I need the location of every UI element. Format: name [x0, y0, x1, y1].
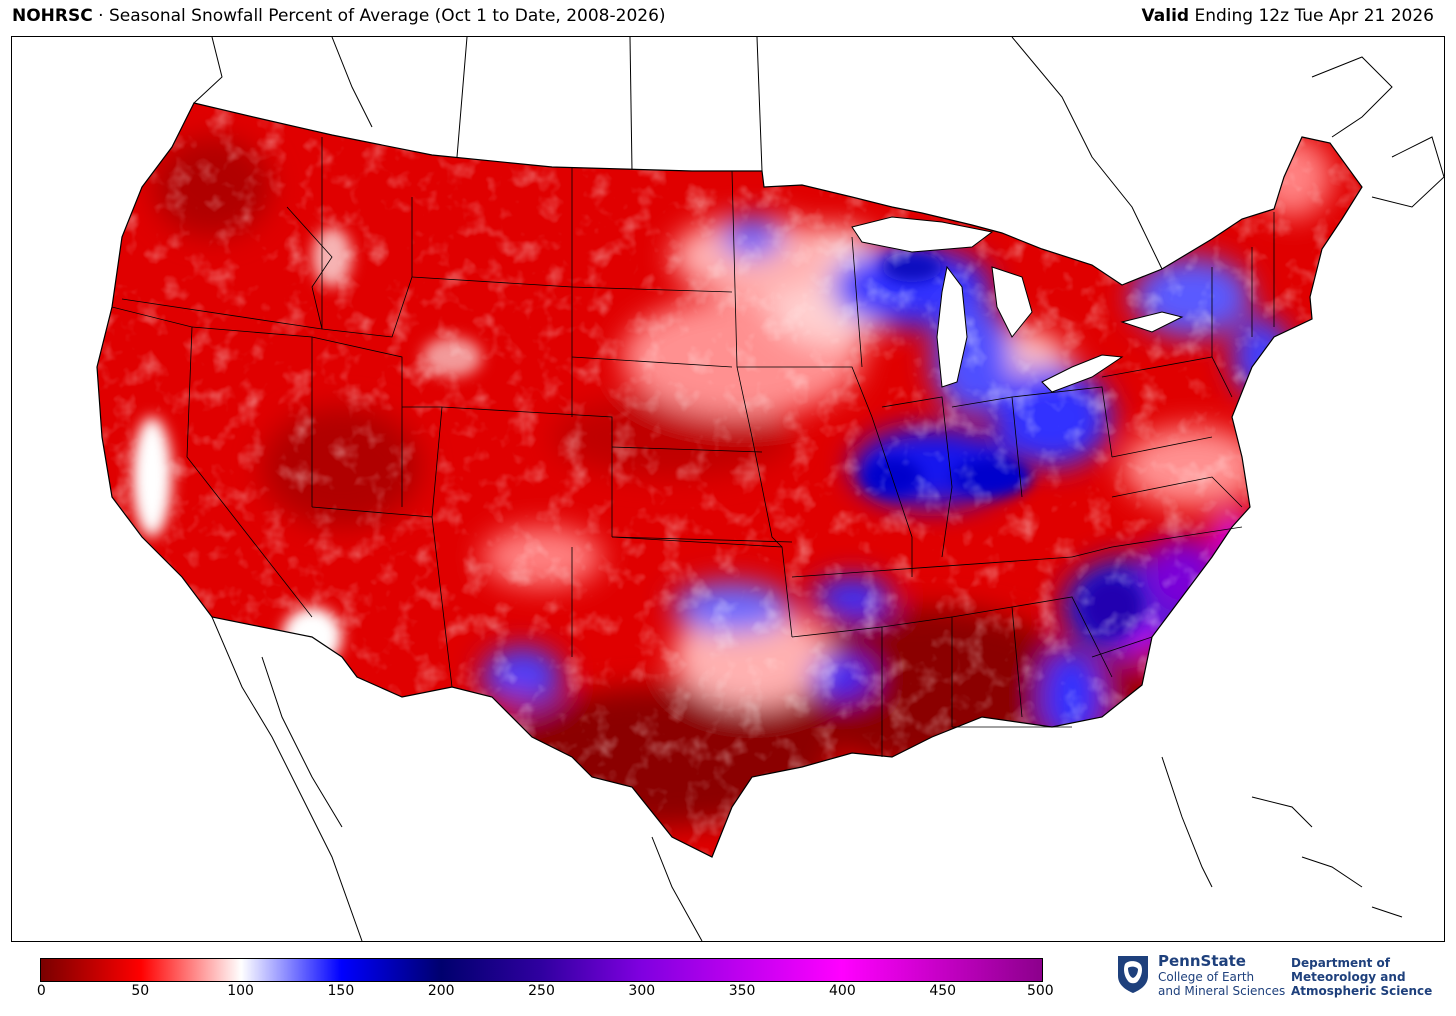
department-name: Department of Meteorology and Atmospheri…	[1291, 956, 1432, 998]
valid-time: Valid Ending 12z Tue Apr 21 2026	[1142, 6, 1434, 26]
colorbar-tick: 450	[929, 983, 957, 999]
psu-name: PennState	[1158, 952, 1246, 970]
colorbar-tick: 350	[728, 983, 756, 999]
colorbar-tick: 0	[36, 983, 46, 999]
title-text: Seasonal Snowfall Percent of Average (Oc…	[108, 6, 666, 26]
us-outline	[96, 102, 1363, 858]
colorbar-tick: 500	[1026, 983, 1054, 999]
dept-line3: Atmospheric Science	[1291, 984, 1433, 998]
colorbar-tick: 200	[427, 983, 455, 999]
colorbar-tick: 50	[131, 983, 150, 999]
psu-college: College of Earth and Mineral Sciences	[1158, 970, 1285, 998]
colorbar-tick: 150	[327, 983, 355, 999]
dept-line2: Meteorology and	[1291, 970, 1406, 984]
map-title: NOHRSC · Seasonal Snowfall Percent of Av…	[12, 6, 666, 26]
psu-college-line1: College of Earth	[1158, 970, 1255, 984]
snowfall-field	[97, 103, 1362, 857]
colorbar	[40, 958, 1043, 982]
pennstate-logo: PennState College of Earth and Mineral S…	[1116, 952, 1446, 1006]
org-name: NOHRSC	[12, 6, 93, 26]
title-separator: ·	[98, 6, 104, 26]
colorbar-tick: 100	[227, 983, 254, 999]
nittany-lion-shield-icon	[1118, 956, 1148, 993]
map-canvas	[96, 37, 1444, 941]
map-header: NOHRSC · Seasonal Snowfall Percent of Av…	[12, 6, 1434, 32]
colorbar-tick: 400	[829, 983, 856, 999]
colorbar-tick: 300	[628, 983, 656, 999]
valid-text: Ending 12z Tue Apr 21 2026	[1194, 6, 1434, 26]
colorbar-gradient	[41, 959, 1042, 981]
neighbor-outlines	[193, 37, 1444, 941]
colorbar-tick: 250	[528, 983, 555, 999]
state-borders	[111, 137, 1275, 757]
psu-college-line2: and Mineral Sciences	[1158, 984, 1286, 998]
dept-line1: Department of	[1291, 956, 1391, 970]
snowfall-map	[11, 36, 1445, 942]
valid-label: Valid	[1141, 6, 1190, 26]
colorbar-ticks: 0 50 100 150 200 250 300 350 400 450 500	[36, 983, 1054, 1013]
great-lakes	[851, 216, 1184, 393]
